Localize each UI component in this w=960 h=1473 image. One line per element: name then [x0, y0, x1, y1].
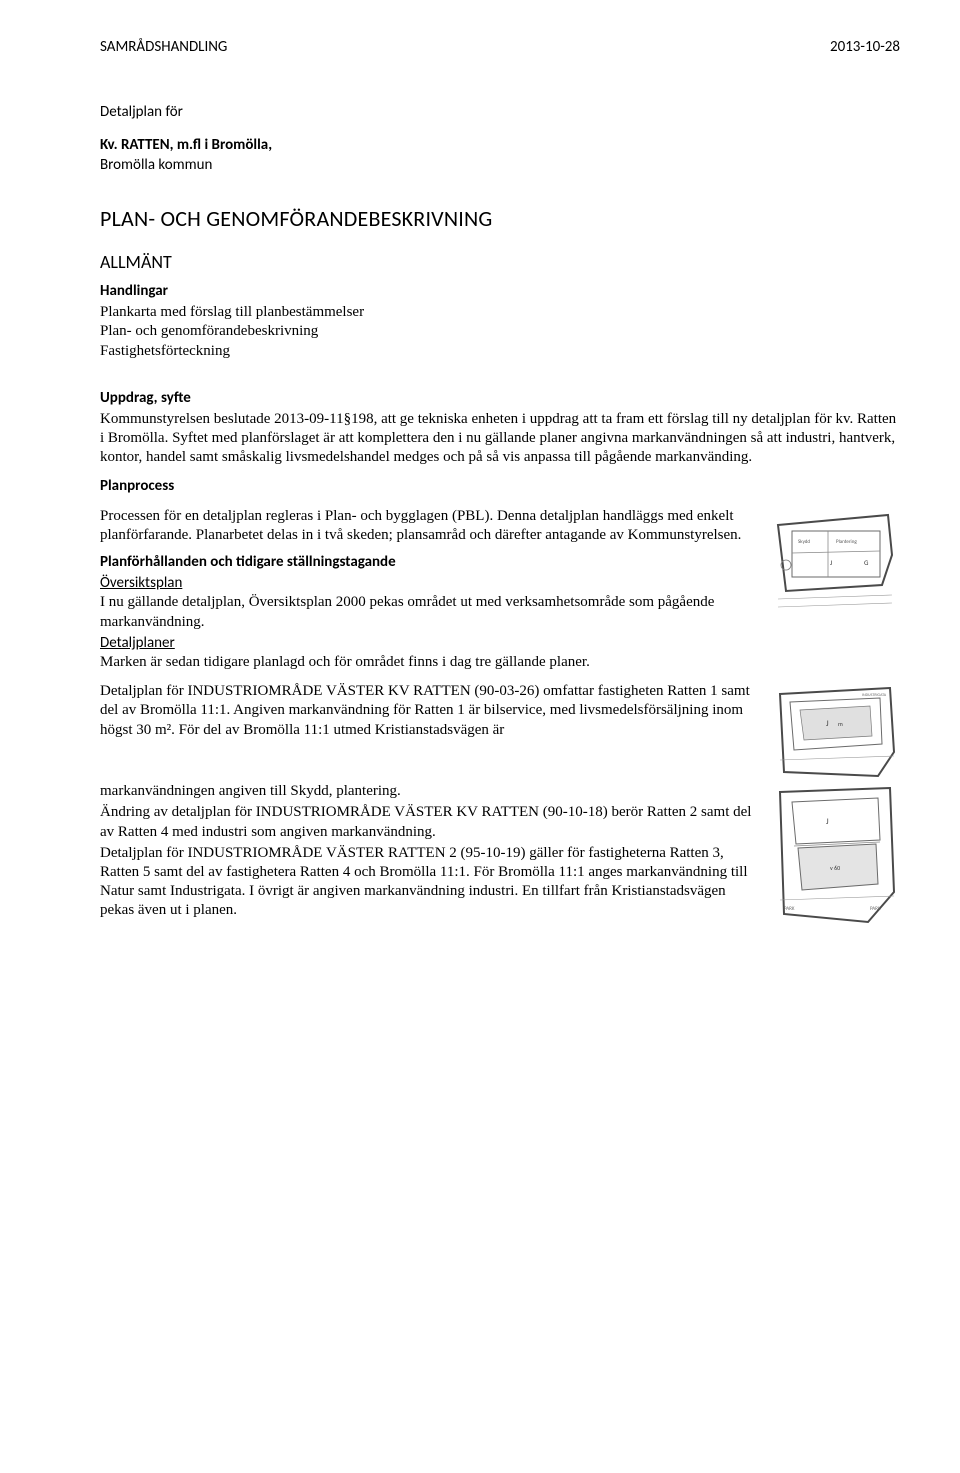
svg-text:J: J	[826, 817, 829, 827]
detalj-para-bc-row: markanvändningen angiven till Skydd, pla…	[100, 782, 900, 932]
detalj-para-a: Detaljplan för INDUSTRIOMRÅDE VÄSTER KV …	[100, 682, 754, 740]
header-date: 2013-10-28	[830, 38, 900, 57]
planprocess-heading: Planprocess	[100, 477, 900, 496]
svg-text:INDUSTRIGATA: INDUSTRIGATA	[862, 693, 887, 698]
title-block: Detaljplan för Kv. RATTEN, m.fl i Bromöl…	[100, 103, 900, 175]
svg-text:v 60: v 60	[830, 864, 840, 872]
planprocess-row: Processen för en detaljplan regleras i P…	[100, 507, 900, 683]
title-line-1: Detaljplan för	[100, 103, 900, 122]
planfor-heading: Planförhållanden och tidigare ställnings…	[100, 553, 754, 572]
svg-text:Plantering: Plantering	[836, 539, 857, 545]
map-thumbnail-3: J v 60 PARK PARK	[770, 782, 900, 932]
handlingar-item: Fastighetsförteckning	[100, 342, 900, 361]
title-line-2: Kv. RATTEN, m.fl i Bromölla,	[100, 136, 900, 155]
detaljplaner-body: Marken är sedan tidigare planlagd och fö…	[100, 653, 754, 672]
uppdrag-body: Kommunstyrelsen beslutade 2013-09-11§198…	[100, 410, 900, 468]
detalj-para-a-row: Detaljplan för INDUSTRIOMRÅDE VÄSTER KV …	[100, 682, 900, 782]
svg-text:J: J	[826, 719, 829, 729]
detalj-para-b: Ändring av detaljplan för INDUSTRIOMRÅDE…	[100, 803, 754, 841]
svg-text:Skydd: Skydd	[798, 539, 810, 545]
page-header: SAMRÅDSHANDLING 2013-10-28	[100, 38, 900, 57]
main-heading: PLAN- OCH GENOMFÖRANDEBESKRIVNING	[100, 205, 900, 233]
svg-text:PARK: PARK	[784, 906, 795, 912]
svg-text:m: m	[838, 720, 843, 728]
detaljplaner-heading: Detaljplaner	[100, 634, 754, 653]
planprocess-body: Processen för en detaljplan regleras i P…	[100, 507, 754, 545]
header-left: SAMRÅDSHANDLING	[100, 38, 227, 57]
map-thumbnail-1: Skydd Plantering G J	[770, 507, 900, 627]
handlingar-item: Plankarta med förslag till planbestämmel…	[100, 303, 900, 322]
svg-text:G: G	[864, 558, 869, 567]
oversiktsplan-body: I nu gällande detaljplan, Översiktsplan …	[100, 593, 754, 631]
svg-text:PARK: PARK	[870, 906, 881, 912]
section-allmant: ALLMÄNT	[100, 251, 900, 274]
oversiktsplan-heading: Översiktsplan	[100, 574, 754, 593]
handlingar-list: Plankarta med förslag till planbestämmel…	[100, 303, 900, 361]
title-kv: Kv. RATTEN, m.fl i Bromölla,	[100, 136, 272, 154]
uppdrag-heading: Uppdrag, syfte	[100, 389, 900, 408]
detalj-para-c: Detaljplan för INDUSTRIOMRÅDE VÄSTER RAT…	[100, 844, 754, 921]
handlingar-item: Plan- och genomförandebeskrivning	[100, 322, 900, 341]
title-line-3: Bromölla kommun	[100, 156, 900, 175]
map-thumbnail-2: J m INDUSTRIGATA	[770, 682, 900, 782]
handlingar-heading: Handlingar	[100, 282, 900, 301]
detalj-para-a2: markanvändningen angiven till Skydd, pla…	[100, 782, 754, 801]
svg-text:J: J	[830, 558, 832, 567]
